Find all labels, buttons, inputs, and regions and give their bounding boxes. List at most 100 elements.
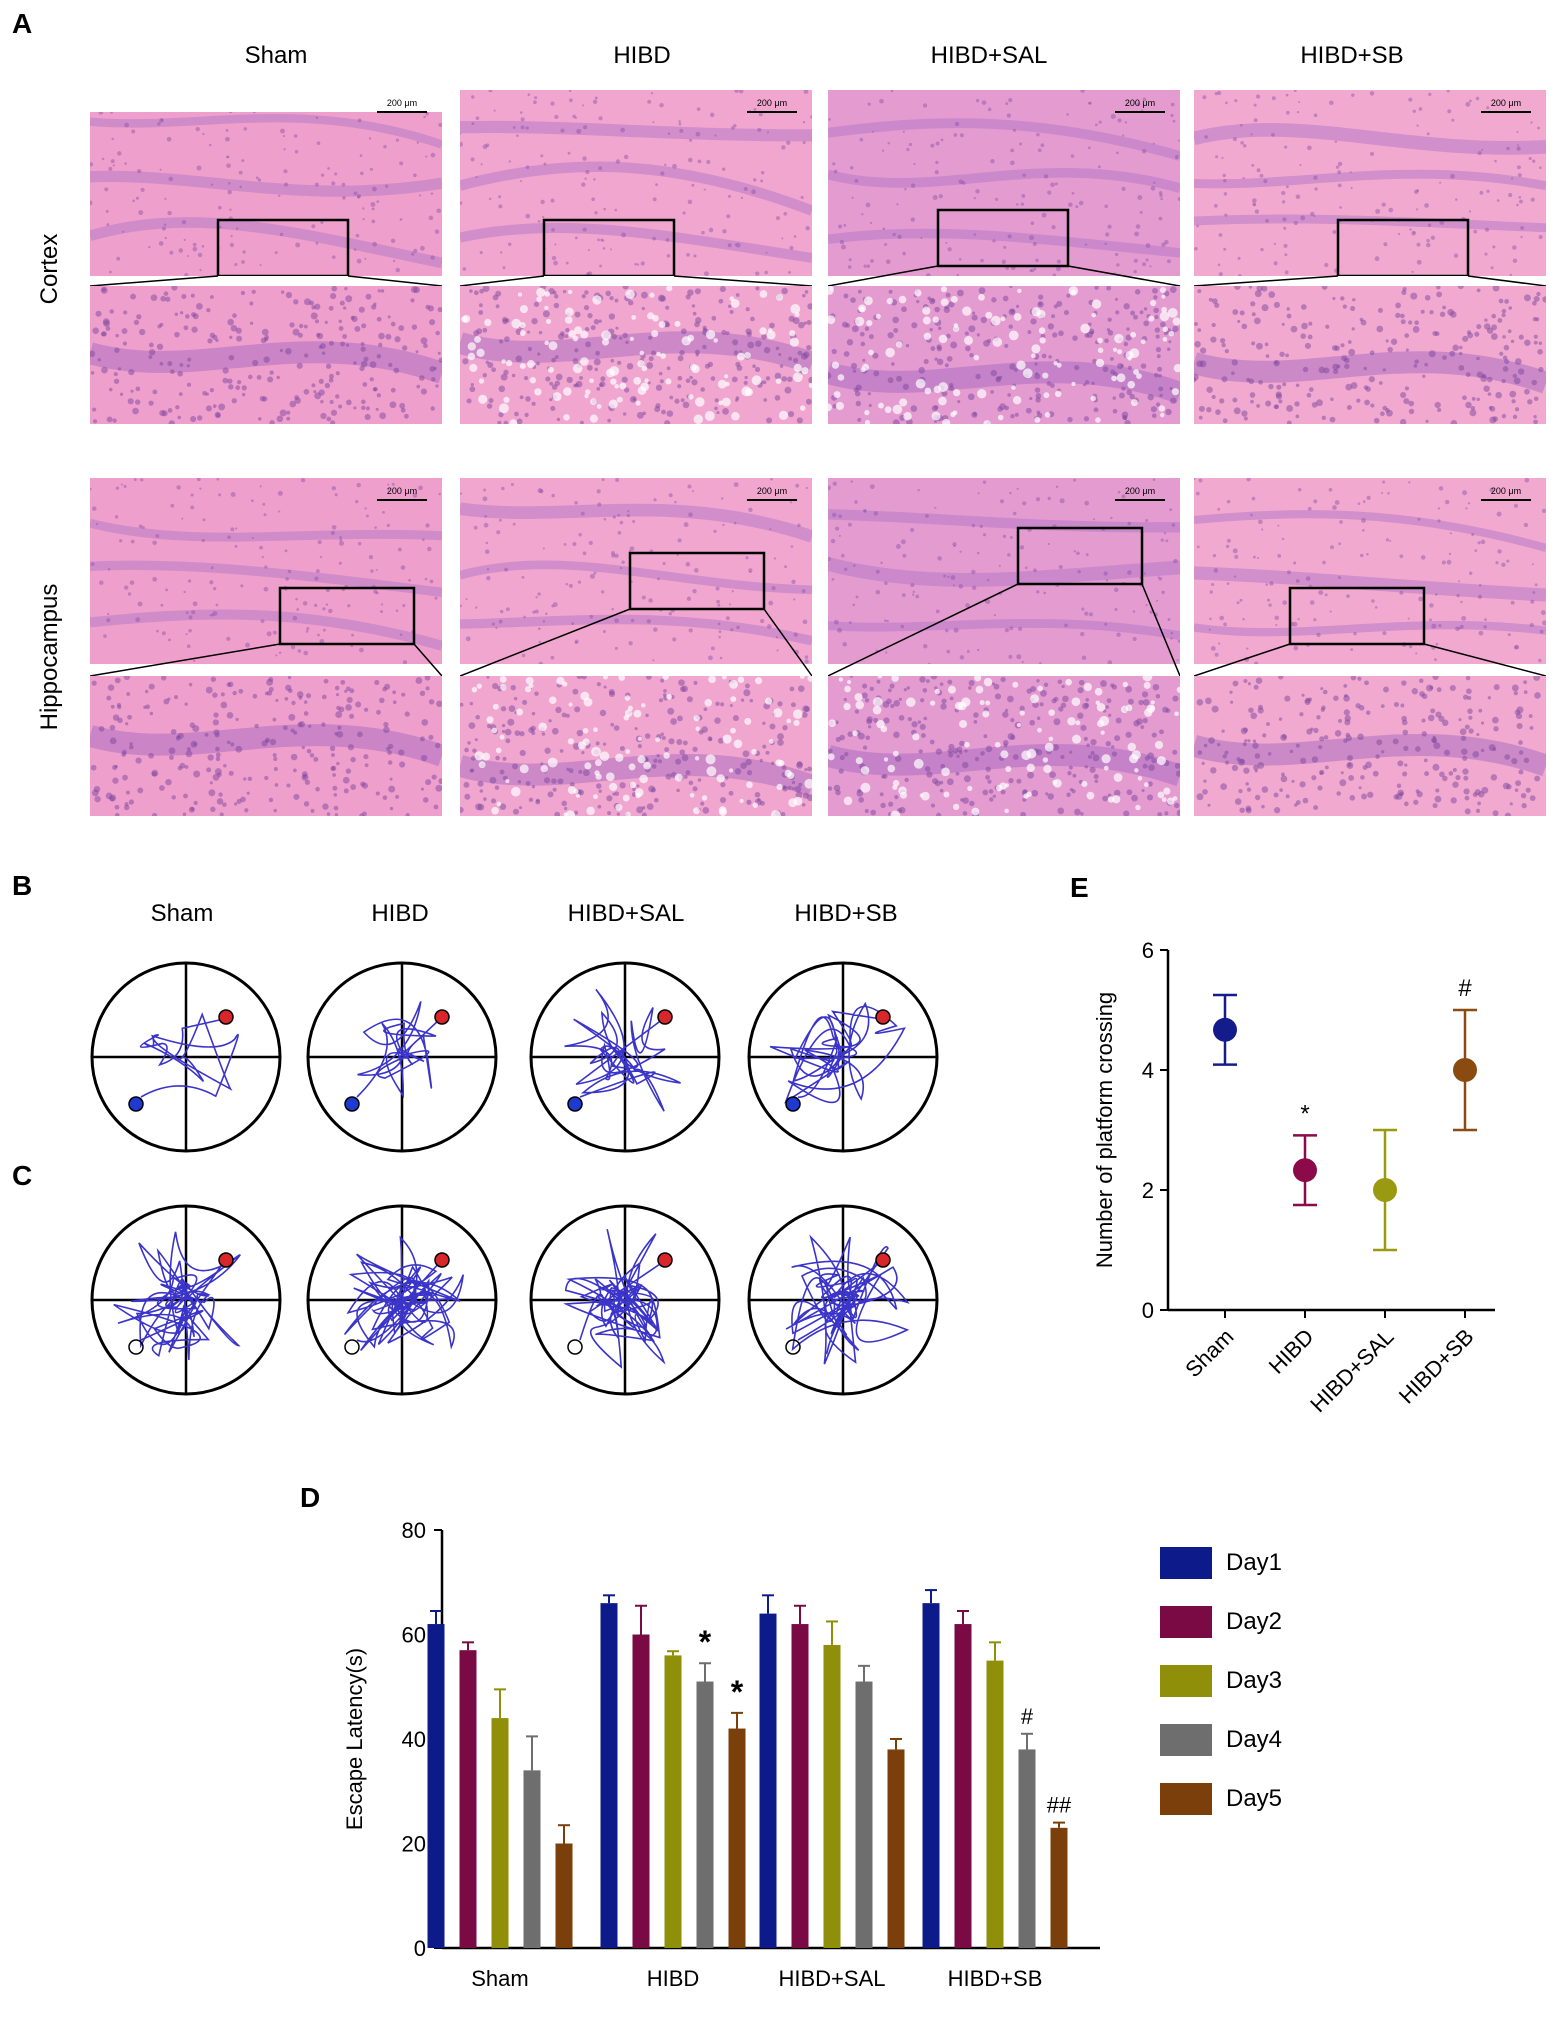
chart-e-ytick-label: 6 (1142, 938, 1154, 963)
probe-trial-track (745, 959, 941, 1155)
track-title-hibd-sb: HIBD+SB (794, 900, 898, 927)
chart-d-bar (427, 1624, 445, 1948)
chart-d-bar (986, 1660, 1004, 1948)
histology-col-title-hibd-sb: HIBD+SB (1300, 42, 1404, 69)
chart-e-ytick-label: 4 (1142, 1058, 1154, 1083)
chart-d-legend-swatch (1160, 1783, 1212, 1815)
chart-d-bar (954, 1624, 972, 1948)
chart-d-bar (555, 1843, 573, 1948)
chart-e-annotation: # (1458, 975, 1472, 1002)
chart-d-legend-swatch (1160, 1547, 1212, 1579)
training-track (88, 1202, 284, 1398)
chart-e-ytick-label: 2 (1142, 1178, 1154, 1203)
track-title-hibd-sal: HIBD+SAL (567, 900, 685, 927)
chart-d-bar (922, 1603, 940, 1948)
chart-e-ytick-label: 0 (1142, 1298, 1154, 1323)
histology-tile: 200 μm (460, 478, 812, 664)
training-track (527, 1202, 723, 1398)
chart-d-bar (1018, 1749, 1036, 1948)
panel-letter-d: D (300, 1482, 321, 1513)
chart-d-legend-label: Day4 (1226, 1726, 1283, 1753)
panel-letter-a: A (12, 8, 33, 39)
probe-trial-track (304, 959, 500, 1155)
chart-d-annotation: ## (1047, 1793, 1072, 1818)
histology-tile: 200 μm (828, 478, 1180, 664)
histology-row-label-cortex: Cortex (36, 233, 63, 305)
chart-d-legend-swatch (1160, 1665, 1212, 1697)
track-title-sham: Sham (150, 900, 214, 927)
histology-zoom-tile (90, 286, 442, 424)
panel-letter-b: B (12, 870, 33, 901)
chart-d-bar (459, 1650, 477, 1948)
chart-d-annotation: * (699, 1624, 712, 1660)
chart-e-point (1293, 1158, 1317, 1183)
chart-d-legend: Day1 Day2 Day3 Day4 Day5 (1160, 1546, 1400, 1841)
chart-d-ytick-label: 20 (402, 1832, 426, 1857)
chart-d-ytick-label: 60 (402, 1623, 426, 1648)
chart-d-legend-label: Day3 (1226, 1667, 1283, 1694)
chart-e-point (1453, 1058, 1477, 1082)
chart-e-xtick-label: Sham (1180, 1324, 1238, 1382)
chart-d-bar (600, 1603, 618, 1948)
scale-bar-label: 200 μm (757, 486, 787, 496)
chart-d-bar (728, 1728, 746, 1948)
chart-e-ylabel: Number of platform crossing (1092, 992, 1117, 1268)
chart-d-annotation: # (1021, 1704, 1034, 1729)
histology-col-title-hibd: HIBD (613, 42, 671, 69)
chart-escape-latency: 0 20 40 60 80 Escape Latency(s) Sham HIBD HIBD+S… (342, 1518, 1100, 1991)
histology-col-title-sham: Sham (244, 42, 308, 69)
scale-bar-label: 200 μm (387, 98, 417, 108)
chart-d-bar (887, 1749, 905, 1948)
scale-bar-label: 200 μm (387, 486, 417, 496)
histology-tile: 200 μm (460, 90, 812, 276)
chart-d-bar (696, 1681, 714, 1948)
chart-d-legend-label: Day2 (1226, 1608, 1283, 1635)
chart-d-annotation: * (731, 1674, 744, 1710)
chart-d-legend-swatch (1160, 1606, 1212, 1638)
training-track (745, 1202, 941, 1398)
histology-zoom-tile (828, 286, 1180, 424)
chart-e-xtick-label: HIBD (1264, 1324, 1319, 1379)
chart-d-legend-swatch (1160, 1724, 1212, 1756)
histology-zoom-tile (460, 286, 812, 424)
chart-d-category-label: HIBD+SAL (779, 1966, 886, 1991)
chart-d-bar (855, 1681, 873, 1948)
chart-d-bar (523, 1770, 541, 1948)
chart-platform-crossing: 0 2 4 6 Number of platform crossing Sham HIBD *… (1092, 938, 1495, 1417)
chart-d-bar (791, 1624, 809, 1948)
histology-zoom-tile (1194, 286, 1546, 424)
chart-d-legend-item: Day5 (1160, 1782, 1400, 1816)
histology-tile: 200 μm (1194, 478, 1546, 664)
training-track (304, 1202, 500, 1398)
scale-bar-label: 200 μm (1491, 98, 1521, 108)
chart-d-ytick-label: 0 (414, 1936, 426, 1961)
chart-e-point (1213, 1017, 1237, 1042)
histology-tile: 200 μm (90, 478, 442, 664)
chart-d-ylabel: Escape Latency(s) (342, 1648, 367, 1830)
panel-letter-e: E (1070, 872, 1089, 903)
histology-col-title-hibd-sal: HIBD+SAL (930, 42, 1048, 69)
probe-trial-track (527, 959, 723, 1155)
chart-d-bar (823, 1644, 841, 1948)
chart-d-legend-item: Day2 (1160, 1605, 1400, 1639)
histology-tile: 200 μm (1194, 90, 1546, 276)
panel-letter-c: C (12, 1160, 33, 1191)
track-title-hibd: HIBD (371, 900, 429, 927)
histology-tile: 200 μm (90, 90, 442, 276)
histology-tile: 200 μm (828, 90, 1180, 276)
histology-zoom-tile (1194, 676, 1546, 816)
chart-e-annotation: * (1300, 1100, 1309, 1127)
chart-d-legend-item: Day3 (1160, 1664, 1400, 1698)
histology-zoom-tile (828, 676, 1180, 816)
chart-d-bar (664, 1655, 682, 1948)
chart-d-bar (491, 1718, 509, 1948)
chart-d-legend-label: Day5 (1226, 1785, 1283, 1812)
chart-d-category-label: Sham (471, 1966, 528, 1991)
probe-trial-track (88, 959, 284, 1155)
histology-zoom-tile (90, 676, 442, 816)
chart-d-bar (1050, 1827, 1068, 1948)
chart-d-legend-item: Day4 (1160, 1723, 1400, 1757)
chart-d-legend-item: Day1 (1160, 1546, 1400, 1580)
chart-d-bar (632, 1634, 650, 1948)
chart-e-xtick-label: HIBD+SAL (1305, 1324, 1398, 1417)
